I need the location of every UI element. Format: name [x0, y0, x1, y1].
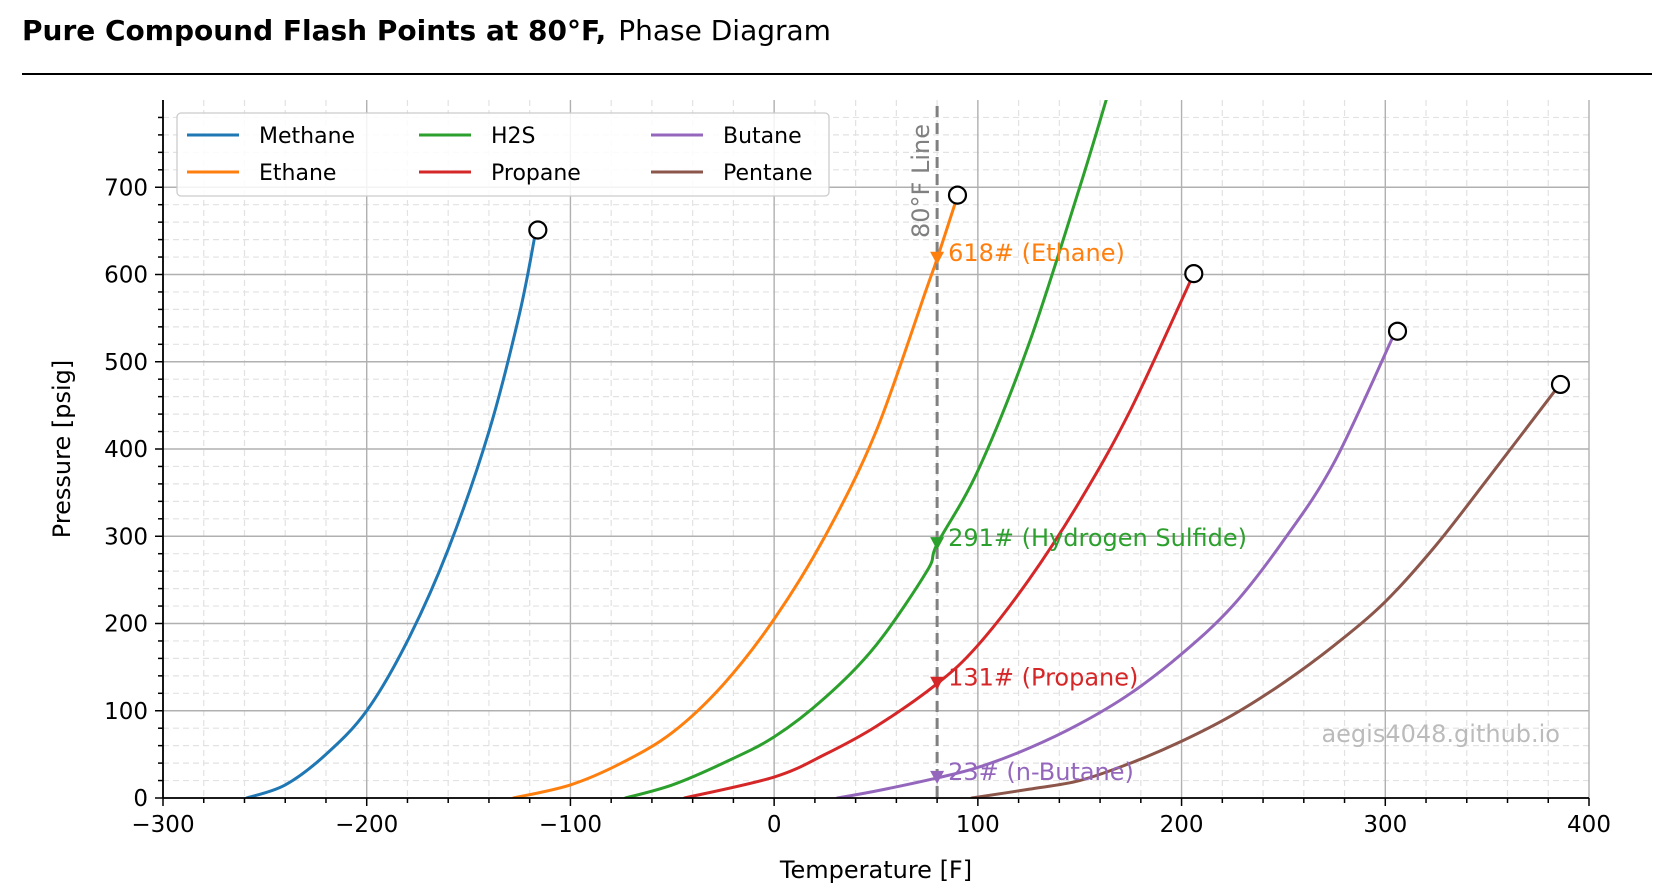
- x-axis-label: Temperature [F]: [779, 856, 972, 884]
- series-line-pentane: [970, 384, 1560, 798]
- y-tick-label: 600: [104, 263, 148, 289]
- critical-point-pentane: [1550, 374, 1571, 395]
- y-tick-label: 700: [104, 175, 148, 201]
- series-line-propane: [683, 272, 1196, 798]
- critical-point-butane: [1387, 321, 1408, 341]
- flash-point-label: 23# (n-Butane): [948, 758, 1134, 786]
- legend-label-pentane: Pentane: [723, 161, 813, 186]
- legend: Methane Ethane H2S Propane Butane Pentane: [176, 112, 830, 197]
- flash-point-label: 618# (Ethane): [948, 239, 1125, 267]
- legend-label-h2s: H2S: [491, 124, 536, 149]
- legend-label-propane: Propane: [491, 161, 581, 186]
- watermark: aegis4048.github.io: [1321, 720, 1560, 748]
- flash-point-marker: [930, 770, 945, 784]
- critical-point-methane: [528, 220, 548, 240]
- axes-layer: −300 −200 −100 0 100 200 300 400 0 100 200 300 400 50…: [104, 100, 1611, 838]
- x-tick-label: 400: [1567, 812, 1611, 838]
- major-grid: [162, 100, 1590, 799]
- legend-label-methane: Methane: [259, 124, 355, 149]
- y-tick-label: 500: [104, 350, 148, 376]
- chart-header: Pure Compound Flash Points at 80°F, Phas…: [22, 14, 831, 54]
- chart-subtitle: Phase Diagram: [618, 14, 831, 47]
- y-tick-label: 300: [104, 524, 148, 550]
- x-tick-label: 0: [767, 812, 782, 838]
- series-line-h2s: [623, 100, 1108, 798]
- x-tick-label: −200: [335, 812, 398, 838]
- y-axis-label: Pressure [psig]: [48, 360, 76, 538]
- vertical-line-layer: 80°F Line: [907, 106, 939, 798]
- flash-point-marker: [930, 676, 945, 690]
- x-tick-label: 200: [1160, 812, 1204, 838]
- flash-point-label: 291# (Hydrogen Sulfide): [948, 524, 1247, 552]
- vertical-line-label: 80°F Line: [907, 124, 935, 238]
- markers-layer: 618# (Ethane) 291# (Hydrogen Sulfide) 131#…: [528, 185, 1571, 786]
- y-tick-label: 200: [104, 612, 148, 638]
- flash-point-label: 131# (Propane): [948, 664, 1138, 692]
- x-tick-label: −100: [539, 812, 602, 838]
- x-tick-label: 100: [956, 812, 1000, 838]
- series-line-methane: [245, 229, 538, 798]
- series-line-ethane: [511, 194, 959, 798]
- y-tick-label: 0: [133, 786, 148, 812]
- chart-title: Pure Compound Flash Points at 80°F,: [22, 14, 607, 47]
- critical-point-propane: [1184, 264, 1204, 284]
- y-tick-label: 400: [104, 437, 148, 463]
- legend-label-butane: Butane: [723, 124, 802, 149]
- header-divider: [22, 73, 1652, 75]
- y-tick-label: 100: [104, 699, 148, 725]
- legend-label-ethane: Ethane: [259, 161, 336, 186]
- critical-point-ethane: [947, 185, 968, 205]
- flash-point-marker: [930, 251, 945, 265]
- x-tick-label: −300: [131, 812, 194, 838]
- flash-point-marker: [930, 537, 945, 551]
- minor-grid: [163, 100, 1589, 798]
- x-tick-label: 300: [1363, 812, 1407, 838]
